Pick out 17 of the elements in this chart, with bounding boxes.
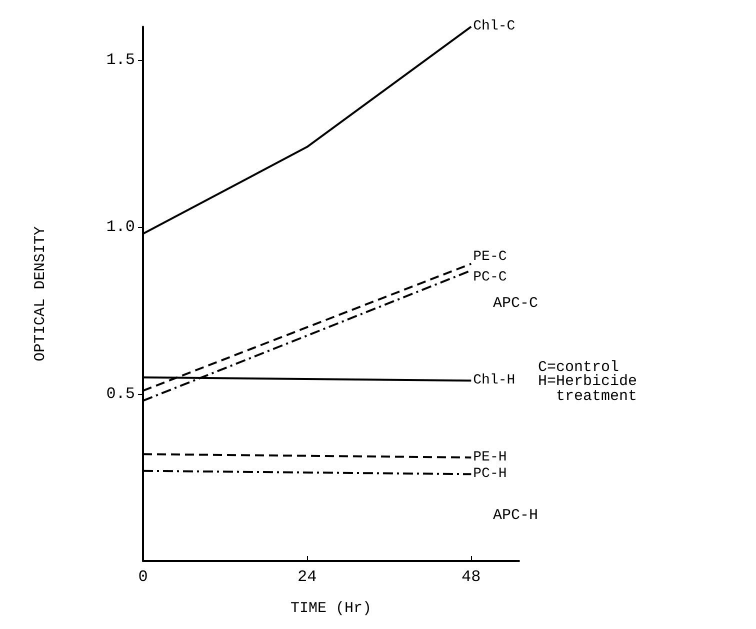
y-tick-label: 0.5 [106,385,135,404]
series-label: PE-C [473,248,507,265]
x-axis-title: TIME (Hr) [290,600,372,617]
y-tick-label: 1.0 [106,218,135,236]
series-label: PC-H [473,466,507,482]
x-tick-label: 0 [138,568,148,586]
x-tick-label: 48 [462,568,481,586]
annotation: APC-C [493,295,538,312]
annotation: APC-H [493,507,538,524]
series-label: PC-C [473,269,507,286]
series-label: PE-H [473,449,507,466]
y-tick-label: 1.5 [106,51,135,70]
y-axis-title: OPTICAL DENSITY [32,226,49,362]
series-label: Chl-H [473,372,516,389]
text: H=Herbicide treatment [538,373,638,405]
series-label: Chl-C [473,18,516,35]
x-tick-label: 24 [297,568,317,586]
